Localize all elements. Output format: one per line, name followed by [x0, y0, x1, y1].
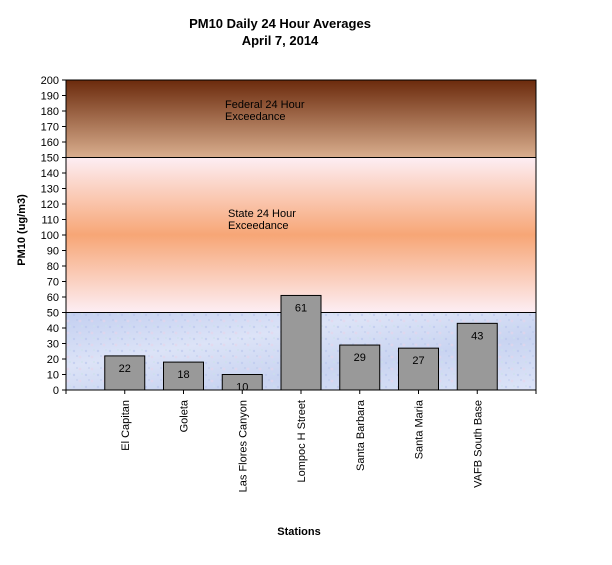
y-tick-label: 50: [47, 308, 59, 320]
x-tick-label: VAFB South Base: [472, 400, 484, 488]
x-tick-label: Lompoc H Street: [296, 400, 308, 483]
bar-value-label: 27: [412, 355, 424, 367]
y-tick-label: 150: [41, 153, 59, 165]
x-tick-labels: El Capitan Goleta Las Flores Canyon Lompoc …: [120, 399, 485, 492]
y-tick-label: 180: [41, 106, 59, 118]
bar-value-label: 61: [295, 302, 307, 314]
y-tick-label: 190: [41, 91, 59, 103]
y-tick-label: 70: [47, 277, 59, 289]
y-tick-label: 40: [47, 323, 59, 335]
x-tick-label: Santa Barbara: [355, 399, 367, 471]
x-axis-title: Stations: [277, 526, 320, 538]
x-tick-label: Santa Maria: [414, 399, 426, 459]
bar: [280, 294, 322, 391]
state-band-label-line2: Exceedance: [228, 220, 289, 232]
y-tick-label: 110: [41, 215, 59, 227]
band-federal-exceedance: [66, 80, 536, 158]
chart-subtitle: April 7, 2014: [242, 33, 319, 48]
band-state-exceedance: [66, 157, 536, 313]
y-tick-labels: 0 10 20 30 40 50 60 70 80 90 100 110 120 130 140 150 160…: [41, 75, 59, 397]
y-tick-label: 20: [47, 354, 59, 366]
federal-band-label-line2: Exceedance: [225, 111, 286, 123]
bar-value-label: 29: [354, 352, 366, 364]
federal-band-label-line1: Federal 24 Hour: [225, 99, 305, 111]
bar-value-label: 43: [471, 330, 483, 342]
y-tick-label: 100: [41, 230, 59, 242]
y-axis-title: PM10 (ug/m3): [16, 194, 28, 266]
y-tick-label: 90: [47, 246, 59, 258]
state-band-label-line1: State 24 Hour: [228, 208, 296, 220]
x-tick-label: Goleta: [179, 399, 191, 432]
bar-value-label: 22: [119, 363, 131, 375]
bar-value-label: 18: [177, 369, 189, 381]
bar: [456, 322, 498, 391]
x-tick-label: El Capitan: [120, 400, 132, 451]
y-tick-label: 10: [47, 370, 59, 382]
y-tick-label: 160: [41, 137, 59, 149]
y-tick-label: 200: [41, 75, 59, 87]
x-tick-label: Las Flores Canyon: [237, 400, 249, 492]
axes: [62, 79, 537, 394]
y-tick-label: 60: [47, 292, 59, 304]
y-tick-label: 30: [47, 339, 59, 351]
chart-title: PM10 Daily 24 Hour Averages: [189, 16, 371, 31]
y-tick-label: 170: [41, 122, 59, 134]
y-tick-label: 80: [47, 261, 59, 273]
y-tick-label: 130: [41, 184, 59, 196]
y-tick-label: 120: [41, 199, 59, 211]
y-tick-label: 140: [41, 168, 59, 180]
y-tick-label: 0: [53, 385, 59, 397]
